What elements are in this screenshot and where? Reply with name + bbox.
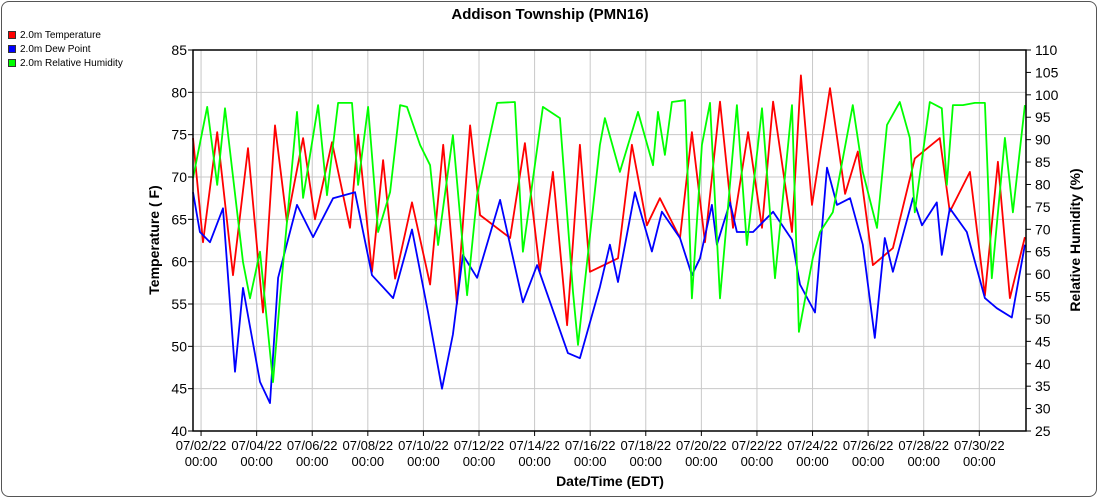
y-tick-label: 85 bbox=[171, 42, 187, 58]
x-tick-date: 07/26/22 bbox=[843, 438, 894, 453]
x-tick-time: 00:00 bbox=[185, 454, 218, 469]
y2-tick-label: 75 bbox=[1035, 199, 1051, 215]
y2-tick-label: 80 bbox=[1035, 176, 1051, 192]
x-tick-time: 00:00 bbox=[463, 454, 496, 469]
series-line-2-0m-temperature bbox=[192, 74, 1026, 327]
y-tick-label: 55 bbox=[171, 296, 187, 312]
y2-tick-label: 55 bbox=[1035, 289, 1051, 305]
y-tick-label: 75 bbox=[171, 127, 187, 143]
x-tick-time: 00:00 bbox=[629, 454, 662, 469]
y2-tick-label: 90 bbox=[1035, 132, 1051, 148]
x-tick-date: 07/20/22 bbox=[676, 438, 727, 453]
series-group bbox=[192, 74, 1026, 405]
axes: 4045505560657075808507/02/2200:0007/04/2… bbox=[171, 42, 1058, 469]
y-tick-label: 80 bbox=[171, 84, 187, 100]
legend-label: 2.0m Dew Point bbox=[20, 43, 91, 55]
x-tick-date: 07/16/22 bbox=[565, 438, 616, 453]
legend-item-dew-point[interactable]: 2.0m Dew Point bbox=[8, 42, 123, 56]
x-tick-time: 00:00 bbox=[574, 454, 607, 469]
y2-tick-label: 105 bbox=[1035, 64, 1059, 80]
y-tick-label: 70 bbox=[171, 169, 187, 185]
y2-tick-label: 110 bbox=[1035, 42, 1058, 58]
series-line-2-0m-dew-point bbox=[192, 166, 1026, 405]
legend: 2.0m Temperature 2.0m Dew Point 2.0m Rel… bbox=[8, 28, 123, 70]
x-tick-time: 00:00 bbox=[518, 454, 551, 469]
x-tick-date: 07/12/22 bbox=[454, 438, 505, 453]
legend-label: 2.0m Relative Humidity bbox=[20, 57, 123, 69]
x-tick-time: 00:00 bbox=[240, 454, 273, 469]
x-tick-date: 07/10/22 bbox=[398, 438, 449, 453]
x-tick-time: 00:00 bbox=[741, 454, 774, 469]
x-tick-time: 00:00 bbox=[407, 454, 440, 469]
x-tick-date: 07/02/22 bbox=[176, 438, 227, 453]
y2-tick-label: 35 bbox=[1035, 378, 1051, 394]
y2-tick-label: 45 bbox=[1035, 333, 1051, 349]
x-tick-time: 00:00 bbox=[907, 454, 940, 469]
legend-item-temperature[interactable]: 2.0m Temperature bbox=[8, 28, 123, 42]
x-tick-date: 07/08/22 bbox=[343, 438, 394, 453]
y2-tick-label: 60 bbox=[1035, 266, 1051, 282]
y2-tick-label: 70 bbox=[1035, 221, 1051, 237]
x-axis-label: Date/Time (EDT) bbox=[556, 473, 664, 489]
x-tick-date: 07/18/22 bbox=[620, 438, 671, 453]
legend-swatch-temperature bbox=[8, 31, 16, 39]
x-tick-date: 07/30/22 bbox=[954, 438, 1005, 453]
y2-tick-label: 30 bbox=[1035, 401, 1051, 417]
grid bbox=[193, 49, 1026, 432]
y2-tick-label: 85 bbox=[1035, 154, 1051, 170]
y-tick-label: 50 bbox=[171, 338, 187, 354]
y2-tick-label: 65 bbox=[1035, 244, 1051, 260]
x-tick-time: 00:00 bbox=[796, 454, 829, 469]
x-tick-date: 07/04/22 bbox=[231, 438, 282, 453]
y2-tick-label: 95 bbox=[1035, 109, 1051, 125]
legend-swatch-relative-humidity bbox=[8, 59, 16, 67]
y-tick-label: 40 bbox=[171, 423, 187, 439]
x-tick-date: 07/06/22 bbox=[287, 438, 338, 453]
x-tick-date: 07/24/22 bbox=[787, 438, 838, 453]
x-tick-time: 00:00 bbox=[685, 454, 718, 469]
x-tick-time: 00:00 bbox=[852, 454, 885, 469]
y-axis-label: Temperature ( F) bbox=[146, 185, 162, 294]
x-tick-time: 00:00 bbox=[963, 454, 996, 469]
x-tick-time: 00:00 bbox=[352, 454, 385, 469]
x-tick-date: 07/22/22 bbox=[732, 438, 783, 453]
y2-tick-label: 40 bbox=[1035, 356, 1051, 372]
legend-item-relative-humidity[interactable]: 2.0m Relative Humidity bbox=[8, 56, 123, 70]
legend-label: 2.0m Temperature bbox=[20, 29, 101, 41]
chart-title: Addison Township (PMN16) bbox=[451, 6, 648, 23]
y2-tick-label: 25 bbox=[1035, 423, 1051, 439]
y-tick-label: 65 bbox=[171, 211, 187, 227]
y-tick-label: 60 bbox=[171, 254, 187, 270]
y-tick-label: 45 bbox=[171, 381, 187, 397]
x-tick-time: 00:00 bbox=[296, 454, 329, 469]
x-tick-date: 07/28/22 bbox=[898, 438, 949, 453]
y2-axis-label: Relative Humidity (%) bbox=[1067, 168, 1083, 311]
legend-swatch-dew-point bbox=[8, 45, 16, 53]
y2-tick-label: 50 bbox=[1035, 311, 1051, 327]
y2-tick-label: 100 bbox=[1035, 87, 1059, 103]
x-tick-date: 07/14/22 bbox=[509, 438, 560, 453]
series-line-2-0m-relative-humidity bbox=[192, 99, 1026, 384]
plot-area-border bbox=[192, 49, 1027, 432]
